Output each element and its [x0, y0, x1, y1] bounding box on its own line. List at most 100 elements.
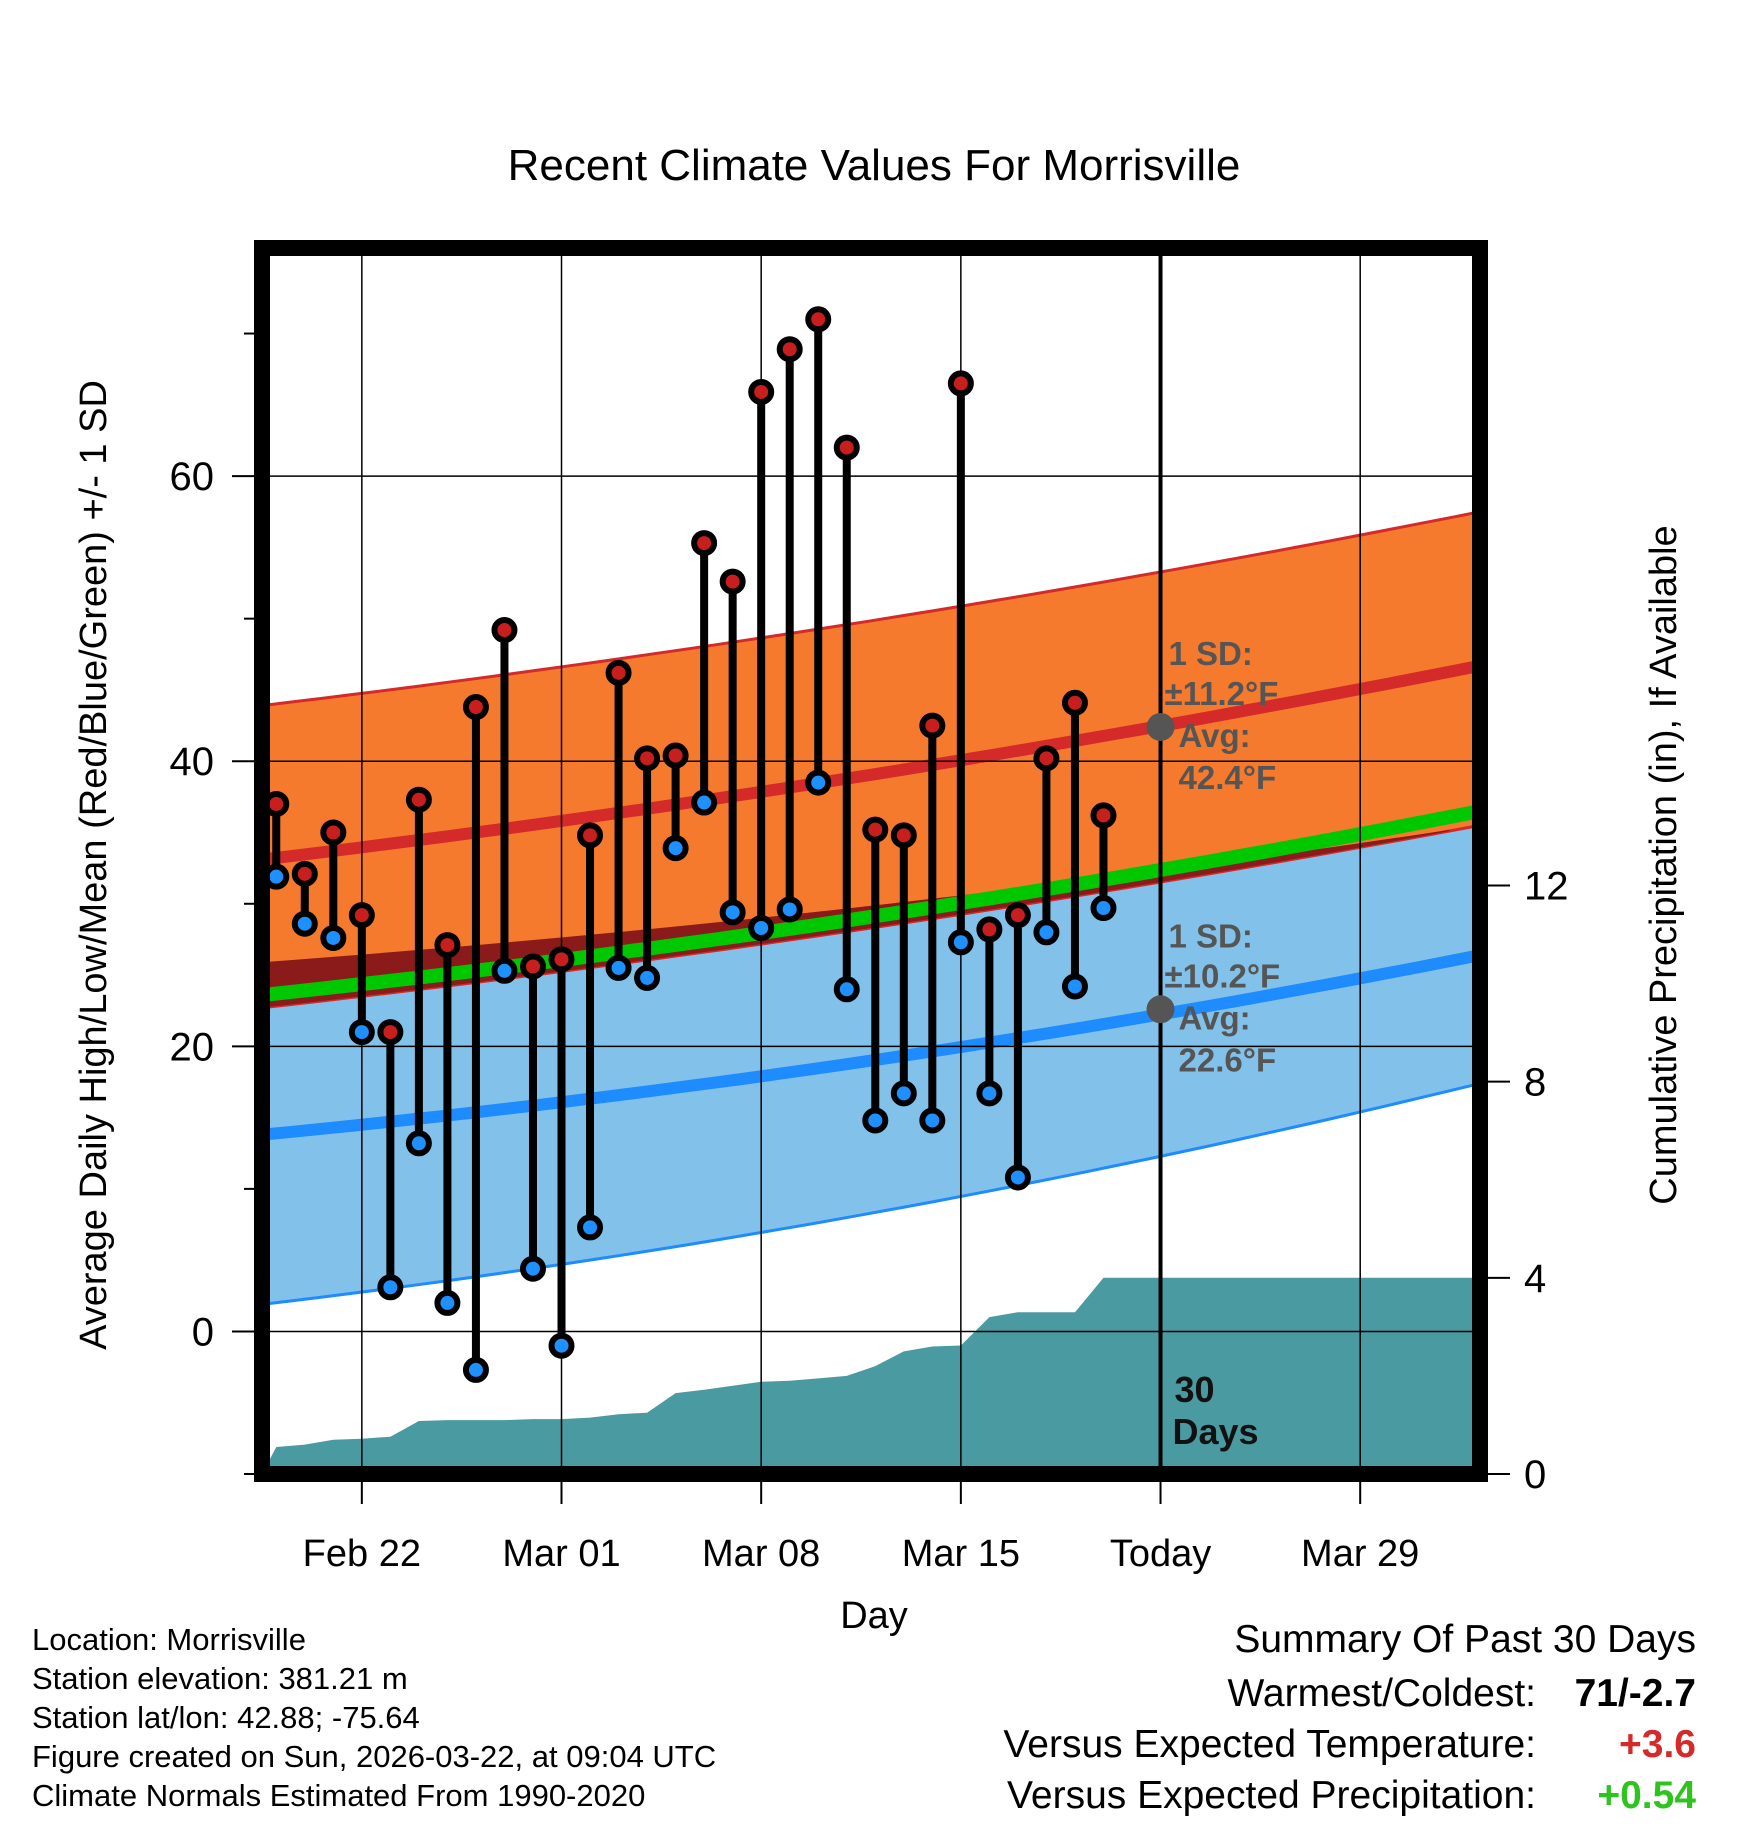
- x-tick-label: Mar 29: [1301, 1533, 1419, 1575]
- daily-high-point: [519, 953, 546, 980]
- daily-low-point: [634, 964, 661, 991]
- daily-low-point: [405, 1130, 432, 1157]
- high-sd-value: ±11.2°F: [1165, 675, 1279, 712]
- precip-vs-expected-label: Versus Expected Precipitation:: [1007, 1774, 1536, 1817]
- daily-high-point: [605, 659, 632, 686]
- daily-low-point: [462, 1356, 489, 1383]
- daily-low-point: [919, 1107, 946, 1134]
- daily-low-point: [605, 954, 632, 981]
- x-tick-label: Mar 08: [702, 1533, 820, 1575]
- daily-low-point: [577, 1214, 604, 1241]
- daily-low-point: [348, 1019, 375, 1046]
- location-text: Location: Morrisville: [32, 1622, 306, 1657]
- daily-high-point: [548, 946, 575, 973]
- x-tick-label: Feb 22: [303, 1533, 421, 1575]
- daily-low-point: [662, 835, 689, 862]
- summary-panel: Summary Of Past 30 Days Warmest/Coldest:…: [1003, 1618, 1696, 1825]
- y2-tick-label: 0: [1524, 1453, 1546, 1497]
- daily-high-point: [862, 816, 889, 843]
- daily-low-point: [1090, 895, 1117, 922]
- daily-high-point: [1004, 902, 1031, 929]
- normal-high-line: [262, 659, 1480, 866]
- today-low-marker: [1146, 995, 1175, 1024]
- daily-low-point: [548, 1332, 575, 1359]
- chart-title: Recent Climate Values For Morrisville: [508, 141, 1241, 190]
- daily-high-point: [491, 617, 518, 644]
- daily-high-point: [462, 694, 489, 721]
- daily-high-point: [691, 530, 718, 557]
- daily-high-point: [1033, 745, 1060, 772]
- daily-low-point: [833, 976, 860, 1003]
- daily-high-point: [320, 819, 347, 846]
- normal-low-lower-edge: [262, 1081, 1480, 1306]
- y-tick-label: 60: [170, 455, 215, 499]
- low-avg-label: Avg:: [1179, 999, 1251, 1036]
- temp-vs-expected-label: Versus Expected Temperature:: [1003, 1723, 1536, 1766]
- daily-high-point: [577, 822, 604, 849]
- daily-high-point: [776, 336, 803, 363]
- daily-low-point: [976, 1080, 1003, 1107]
- days-label-line1: 30: [1175, 1369, 1215, 1410]
- daily-low-point: [434, 1289, 461, 1316]
- daily-high-point: [947, 370, 974, 397]
- y2-tick-label: 8: [1524, 1061, 1546, 1105]
- daily-low-point: [377, 1274, 404, 1301]
- today-high-marker: [1146, 712, 1175, 741]
- daily-low-point: [776, 896, 803, 923]
- temp-vs-expected-value: +3.6: [1619, 1723, 1696, 1766]
- daily-high-point: [634, 745, 661, 772]
- daily-high-point: [748, 378, 775, 405]
- daily-low-point: [748, 915, 775, 942]
- daily-high-point: [833, 434, 860, 461]
- warmest-coldest-label: Warmest/Coldest:: [1227, 1672, 1536, 1715]
- x-tick-label: Today: [1110, 1533, 1211, 1575]
- daily-low-point: [805, 769, 832, 796]
- daily-high-point: [805, 306, 832, 333]
- latlon-text: Station lat/lon: 42.88; -75.64: [32, 1700, 420, 1735]
- daily-high-point: [377, 1019, 404, 1046]
- plot-frame: [254, 240, 1488, 1482]
- daily-low-point: [947, 929, 974, 956]
- warmest-coldest-value: 71/-2.7: [1574, 1672, 1696, 1715]
- y2-axis-label: Cumulative Precipitation (in), If Availa…: [1643, 525, 1685, 1204]
- precip-area: [262, 1277, 1480, 1474]
- low-sd-value: ±10.2°F: [1165, 957, 1281, 994]
- daily-high-point: [1061, 689, 1088, 716]
- daily-low-point: [862, 1107, 889, 1134]
- temp-vs-expected-row: Versus Expected Temperature: +3.6: [1003, 1723, 1696, 1774]
- days-label-line2: Days: [1173, 1411, 1259, 1452]
- y2-tick-label: 12: [1524, 865, 1569, 909]
- daily-high-point: [348, 902, 375, 929]
- low-sd-label: 1 SD:: [1169, 917, 1253, 954]
- daily-high-point: [719, 568, 746, 595]
- x-tick-label: Mar 01: [502, 1533, 620, 1575]
- created-text: Figure created on Sun, 2026-03-22, at 09…: [32, 1739, 717, 1774]
- daily-high-point: [919, 712, 946, 739]
- y-axis-label: Average Daily High/Low/Mean (Red/Blue/Gr…: [73, 380, 115, 1350]
- normal-low-line: [262, 949, 1480, 1141]
- y2-tick-label: 4: [1524, 1257, 1546, 1301]
- daily-high-point: [662, 742, 689, 769]
- daily-low-point: [1004, 1164, 1031, 1191]
- high-sd-label: 1 SD:: [1169, 635, 1253, 672]
- daily-low-point: [890, 1080, 917, 1107]
- daily-high-point: [976, 916, 1003, 943]
- daily-low-point: [291, 910, 318, 937]
- plot-content: [262, 248, 1480, 1474]
- daily-high-point: [405, 786, 432, 813]
- precip-vs-expected-row: Versus Expected Precipitation: +0.54: [1003, 1774, 1696, 1825]
- daily-low-point: [719, 899, 746, 926]
- daily-low-point: [320, 924, 347, 951]
- normal-high-upper-edge: [262, 510, 1480, 708]
- x-axis-label: Day: [840, 1595, 908, 1637]
- precip-vs-expected-value: +0.54: [1597, 1774, 1696, 1817]
- high-avg-value: 42.4°F: [1179, 759, 1277, 796]
- elevation-text: Station elevation: 381.21 m: [32, 1661, 408, 1696]
- daily-high-point: [291, 860, 318, 887]
- daily-low-point: [1033, 919, 1060, 946]
- daily-low-point: [491, 957, 518, 984]
- station-info: Location: Morrisville Station elevation:…: [32, 1620, 716, 1815]
- warmest-coldest-row: Warmest/Coldest: 71/-2.7: [1003, 1672, 1696, 1723]
- daily-high-point: [1090, 802, 1117, 829]
